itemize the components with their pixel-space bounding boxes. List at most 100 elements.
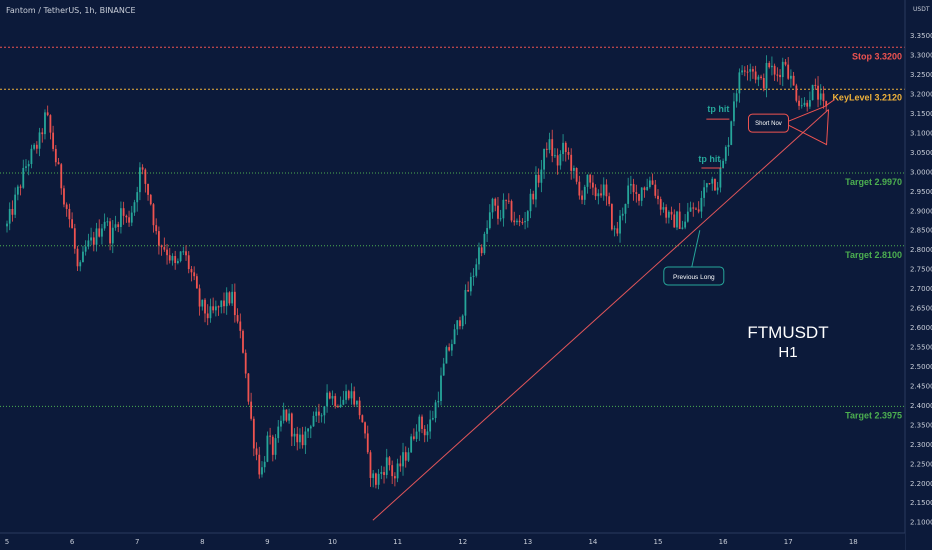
candle-body [456, 320, 459, 330]
previous-long-pointer [691, 230, 701, 268]
candle-body [334, 396, 337, 407]
candle-body [757, 76, 760, 80]
candle-body [610, 204, 613, 230]
candle-body [716, 187, 719, 191]
candle-body [765, 62, 768, 89]
candle-body [619, 215, 621, 234]
watermark-timeframe: H1 [778, 344, 797, 361]
candle-body [556, 155, 559, 166]
candle-body [640, 187, 643, 201]
candle-body [464, 290, 467, 316]
tp-hit-label: tp hit [698, 154, 720, 164]
symbol-title: Fantom / TetherUS, 1h, BINANCE [6, 6, 136, 15]
candle-body [263, 461, 266, 468]
candle-body [803, 102, 806, 106]
candle-body [282, 409, 285, 421]
candle-body [187, 255, 190, 270]
candle-body [510, 201, 513, 221]
price-tick-label: 2.7500 [910, 266, 932, 274]
candle-body [388, 457, 391, 466]
candle-body [290, 413, 293, 437]
candle-body [445, 347, 448, 364]
candle-body [79, 262, 82, 267]
candle-body [665, 207, 668, 218]
candle-body [225, 292, 228, 307]
candle-body [345, 391, 347, 400]
candle-body [106, 221, 109, 223]
candle-body [811, 84, 814, 101]
candle-body [608, 196, 611, 205]
short-now-box [747, 113, 789, 133]
candle-body [646, 187, 649, 190]
candle-body [529, 193, 532, 212]
price-tick-label: 3.3500 [910, 32, 932, 40]
candle-body [678, 211, 681, 229]
candle-body [356, 400, 358, 405]
candle-body [274, 438, 277, 455]
candle-body [63, 188, 65, 205]
candle-body [139, 167, 141, 193]
candle-body [768, 62, 771, 68]
candle-body [6, 223, 8, 227]
candle-body [220, 300, 223, 308]
candle-body [526, 211, 529, 222]
candle-body [738, 72, 741, 94]
candle-body [719, 168, 722, 188]
time-tick-label: 16 [719, 538, 728, 546]
candle-body [87, 240, 90, 247]
candle-body [752, 69, 754, 72]
candle-body [635, 192, 638, 194]
candle-body [30, 148, 33, 165]
candle-body [410, 436, 413, 453]
price-tick-label: 3.2500 [910, 71, 932, 79]
candle-body [92, 237, 95, 245]
candle-body [22, 167, 25, 188]
candle-body [122, 208, 125, 216]
candle-body [60, 164, 63, 189]
level-label: Target 2.3975 [845, 410, 902, 420]
candle-body [708, 183, 711, 185]
price-tick-label: 3.0000 [910, 168, 932, 176]
candle-body [182, 251, 185, 253]
candle-body [629, 184, 632, 186]
candle-body [722, 160, 724, 169]
candle-body [255, 448, 258, 455]
candle-body [247, 373, 250, 402]
candle-body [8, 208, 11, 224]
price-axis[interactable]: 3.3500 3.3000 3.2500 3.2000 3.1500 3.1000 3.05… [904, 0, 932, 550]
candle-body [540, 169, 543, 183]
price-tick-label: 2.6500 [910, 305, 932, 313]
candle-body [158, 231, 160, 246]
candle-body [673, 214, 676, 228]
candle-body [659, 199, 662, 210]
time-tick-label: 15 [654, 538, 663, 546]
candle-body [271, 436, 274, 455]
price-tick-label: 2.8000 [910, 246, 932, 254]
candle-body [141, 167, 144, 170]
candle-body [111, 227, 114, 244]
candle-body [364, 422, 366, 434]
candle-body [73, 228, 76, 249]
candle-body [415, 431, 418, 439]
candle-body [792, 75, 795, 86]
candle-body [149, 194, 152, 205]
candle-body [472, 275, 475, 277]
candle-body [206, 313, 209, 319]
candle-body [412, 436, 415, 439]
currency-label: USDT [913, 6, 930, 13]
candle-body [429, 419, 432, 432]
time-tick-label: 17 [784, 538, 793, 546]
time-tick-label: 10 [328, 538, 337, 546]
candle-body [14, 194, 17, 215]
candle-body [760, 76, 762, 78]
time-tick-label: 13 [523, 538, 532, 546]
candle-body [98, 228, 101, 237]
candle-body [179, 251, 182, 262]
candle-body [724, 146, 727, 161]
time-tick-label: 8 [200, 538, 204, 546]
candle-body [236, 315, 239, 322]
time-axis[interactable]: 5 6 7 8 9 10 11 12 13 14 15 16 17 18 [0, 532, 905, 550]
candle-body [350, 391, 353, 399]
